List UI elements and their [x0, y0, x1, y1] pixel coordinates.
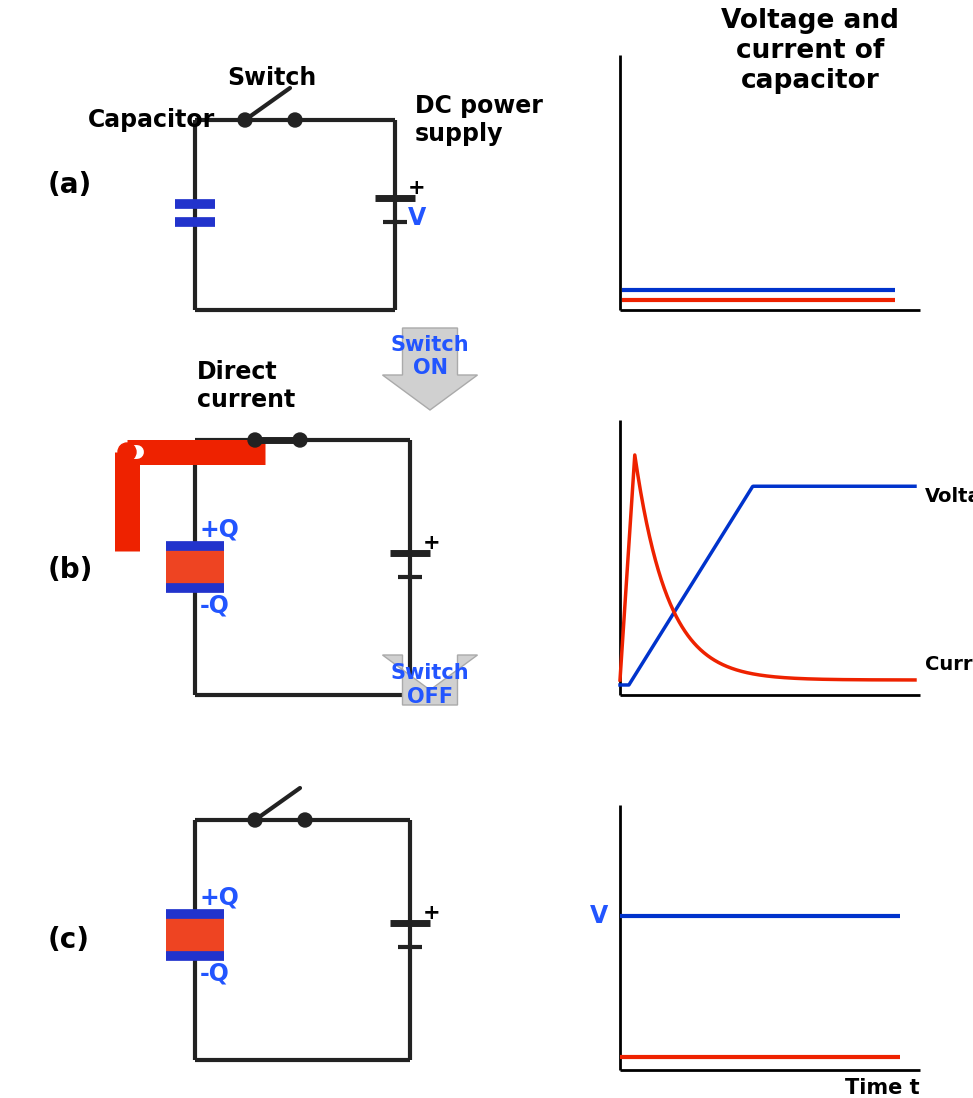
Text: Switch
OFF: Switch OFF [391, 663, 469, 707]
Text: -Q: -Q [200, 593, 230, 617]
Text: (c): (c) [48, 926, 90, 954]
Text: Voltage: Voltage [925, 486, 973, 506]
Circle shape [288, 113, 302, 127]
Circle shape [293, 433, 307, 447]
Circle shape [248, 433, 262, 447]
Text: -Q: -Q [200, 961, 230, 985]
Text: +: + [409, 178, 426, 198]
Polygon shape [382, 656, 478, 705]
Text: Time t: Time t [846, 1078, 920, 1098]
Circle shape [118, 442, 136, 461]
Circle shape [298, 813, 312, 827]
Text: Capacitor: Capacitor [88, 108, 215, 132]
Polygon shape [382, 328, 478, 410]
Text: +: + [423, 533, 441, 553]
Bar [166, 546, 224, 589]
Text: V: V [590, 905, 608, 928]
Text: (b): (b) [48, 556, 93, 584]
Bar [166, 914, 224, 956]
Text: (a): (a) [48, 171, 92, 199]
Text: Switch: Switch [228, 66, 316, 90]
Text: Voltage and
current of
capacitor: Voltage and current of capacitor [721, 8, 899, 94]
Circle shape [248, 813, 262, 827]
Text: +Q: +Q [200, 517, 240, 541]
Circle shape [238, 113, 252, 127]
Text: Direct
current: Direct current [197, 360, 295, 412]
Text: Current: Current [925, 656, 973, 674]
Text: +Q: +Q [200, 885, 240, 909]
Text: Switch
ON: Switch ON [391, 335, 469, 378]
Text: DC power
supply: DC power supply [415, 94, 543, 146]
Text: V: V [408, 206, 426, 229]
Text: +: + [423, 903, 441, 923]
